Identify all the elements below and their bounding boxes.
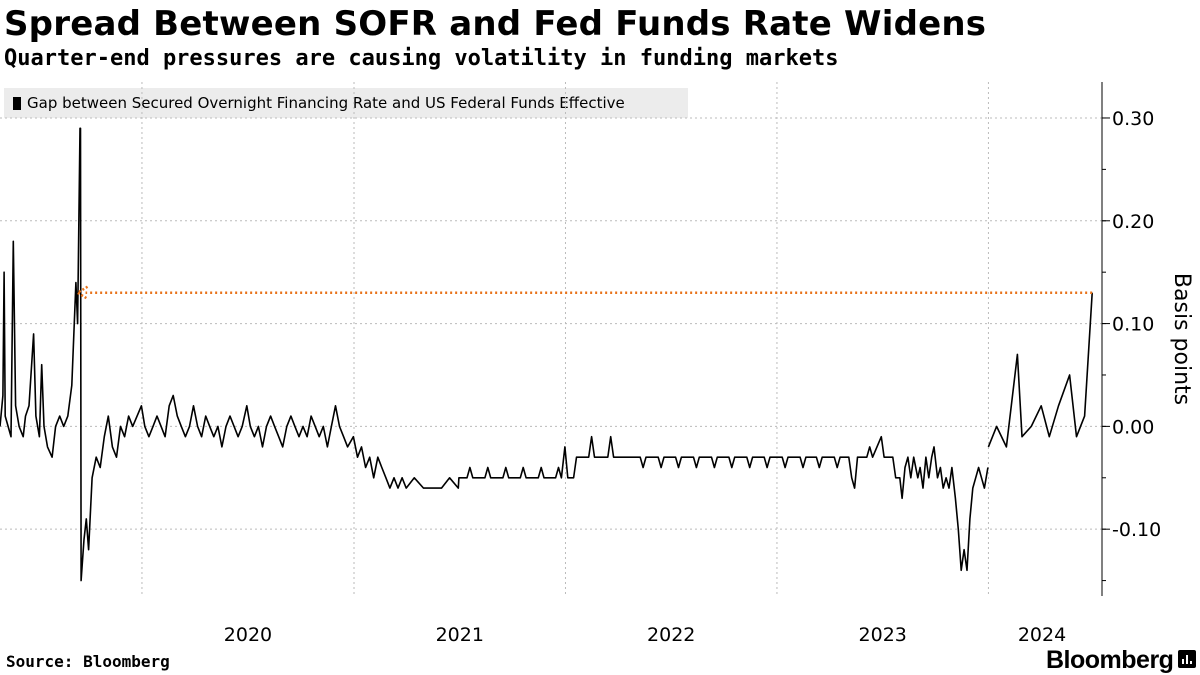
legend-label-spread: Gap between Secured Overnight Financing … — [27, 94, 625, 112]
x-tick-label: 2020 — [224, 624, 272, 646]
x-tick-label: 2021 — [436, 624, 484, 646]
y-axis-title: Basis points — [1169, 273, 1194, 405]
y-tick-label: -0.10 — [1112, 519, 1161, 541]
y-tick-label: 0.30 — [1112, 108, 1154, 130]
y-tick-label: 0.10 — [1112, 314, 1154, 336]
chart-subtitle: Quarter-end pressures are causing volati… — [4, 46, 839, 71]
source-note: Source: Bloomberg — [6, 652, 170, 671]
legend-swatch — [13, 96, 21, 110]
series-line-spread — [0, 127, 989, 582]
x-tick-label: 2024 — [1018, 624, 1066, 646]
chart-title: Spread Between SOFR and Fed Funds Rate W… — [4, 4, 987, 44]
series-line-spread-2024 — [987, 292, 1093, 448]
y-tick-label: 0.20 — [1112, 211, 1154, 233]
y-tick-label: 0.00 — [1112, 416, 1154, 438]
bloomberg-chart-icon — [1178, 650, 1196, 668]
chart-legend: Gap between Secured Overnight Financing … — [4, 88, 688, 118]
x-tick-label: 2022 — [647, 624, 695, 646]
x-tick-label: 2023 — [859, 624, 907, 646]
brand-logo: Bloomberg — [1046, 646, 1174, 674]
